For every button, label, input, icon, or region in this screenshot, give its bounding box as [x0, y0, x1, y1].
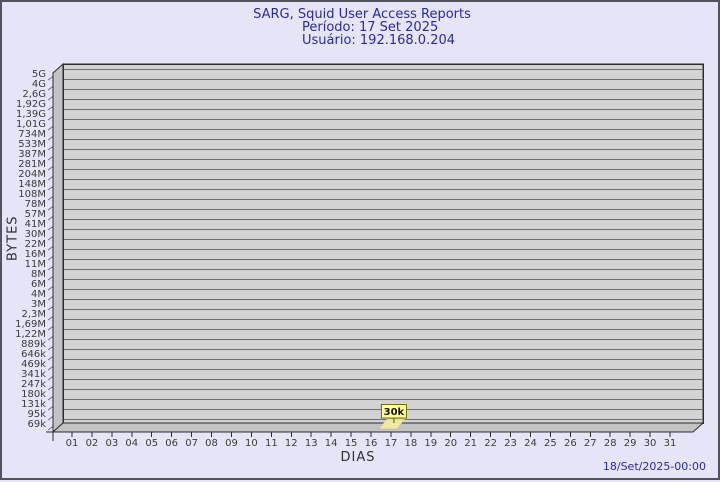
x-tick-label: 14 — [325, 438, 338, 449]
x-tick-label: 27 — [584, 438, 597, 449]
x-tick-label: 03 — [105, 438, 118, 449]
chart-subtitle-user: Usuário: 192.168.0.204 — [302, 33, 456, 48]
y-tick-label: 734M — [18, 129, 46, 140]
y-tick-label: 889k — [21, 339, 46, 350]
y-axis-title: BYTES — [5, 215, 21, 261]
x-tick-label: 22 — [484, 438, 497, 449]
y-tick-label: 131k — [21, 399, 46, 410]
bar — [378, 418, 406, 430]
y-tick-label: 4M — [31, 289, 46, 300]
x-tick-label: 26 — [564, 438, 577, 449]
y-tick-label: 22M — [25, 239, 46, 250]
y-tick-label: 41M — [25, 219, 46, 230]
y-tick-label: 4G — [32, 79, 46, 90]
x-tick-label: 13 — [305, 438, 318, 449]
y-tick-label: 16M — [25, 249, 46, 260]
y-tick-label: 5G — [32, 69, 46, 80]
x-tick-label: 28 — [604, 438, 617, 449]
x-axis-title: DIAS — [340, 450, 376, 465]
y-tick-label: 2,6G — [22, 89, 46, 100]
y-tick-label: 3M — [31, 299, 46, 310]
y-tick-label: 8M — [31, 269, 46, 280]
x-tick-label: 04 — [125, 438, 138, 449]
chart-subtitle-period: Período: 17 Set 2025 — [302, 20, 439, 35]
y-tick-label: 646k — [21, 349, 46, 360]
x-tick-label: 06 — [165, 438, 178, 449]
y-tick-label: 1,39G — [16, 109, 46, 120]
y-tick-label: 30M — [25, 229, 46, 240]
x-tick-label: 12 — [285, 438, 298, 449]
y-tick-label: 108M — [18, 189, 46, 200]
x-tick-label: 23 — [504, 438, 517, 449]
bottom-wall — [51, 422, 705, 433]
y-tick-label: 204M — [18, 169, 46, 180]
y-tick-label: 1,01G — [16, 119, 46, 130]
y-tick-label: 95k — [27, 409, 46, 420]
y-tick-label: 533M — [18, 139, 46, 150]
x-tick-label: 24 — [524, 438, 537, 449]
x-tick-label: 16 — [365, 438, 378, 449]
footer-timestamp: 18/Set/2025-00:00 — [602, 460, 706, 473]
x-tick-label: 10 — [245, 438, 258, 449]
x-tick-label: 18 — [404, 438, 417, 449]
y-tick-label: 387M — [18, 149, 46, 160]
y-tick-label: 78M — [25, 199, 46, 210]
y-tick-label: 247k — [21, 379, 46, 390]
value-callout — [380, 404, 407, 419]
left-wall — [52, 62, 64, 434]
y-tick-label: 469k — [21, 359, 46, 370]
x-tick-label: 17 — [385, 438, 398, 449]
x-tick-label: 30 — [644, 438, 657, 449]
y-tick-label: 341k — [21, 369, 46, 380]
x-tick-label: 07 — [185, 438, 198, 449]
x-tick-label: 31 — [664, 438, 677, 449]
x-tick-label: 21 — [464, 438, 477, 449]
y-tick-label: 180k — [21, 389, 46, 400]
y-tick-label: 1,69M — [15, 319, 46, 330]
x-tick-label: 11 — [265, 438, 278, 449]
y-tick-label: 6M — [31, 279, 46, 290]
y-tick-label: 281M — [18, 159, 46, 170]
x-tick-label: 09 — [225, 438, 238, 449]
y-tick-label: 11M — [25, 259, 46, 270]
y-tick-label: 2,3M — [21, 309, 46, 320]
x-tick-label: 15 — [345, 438, 358, 449]
y-tick-label: 69k — [27, 419, 46, 430]
x-tick-label: 01 — [66, 438, 79, 449]
x-tick-label: 19 — [424, 438, 437, 449]
x-tick-label: 20 — [444, 438, 457, 449]
plot-area — [62, 63, 704, 424]
x-tick-label: 29 — [624, 438, 637, 449]
x-tick-label: 08 — [205, 438, 218, 449]
x-tick-label: 05 — [145, 438, 158, 449]
y-tick-label: 1,92G — [16, 99, 46, 110]
y-tick-label: 57M — [25, 209, 46, 220]
value-callout-label: 30k — [384, 407, 405, 418]
y-tick-label: 1,22M — [15, 329, 46, 340]
x-tick-label: 25 — [544, 438, 557, 449]
x-tick-label: 02 — [86, 438, 99, 449]
chart-title: SARG, Squid User Access Reports — [253, 7, 471, 22]
y-tick-label: 148M — [18, 179, 46, 190]
